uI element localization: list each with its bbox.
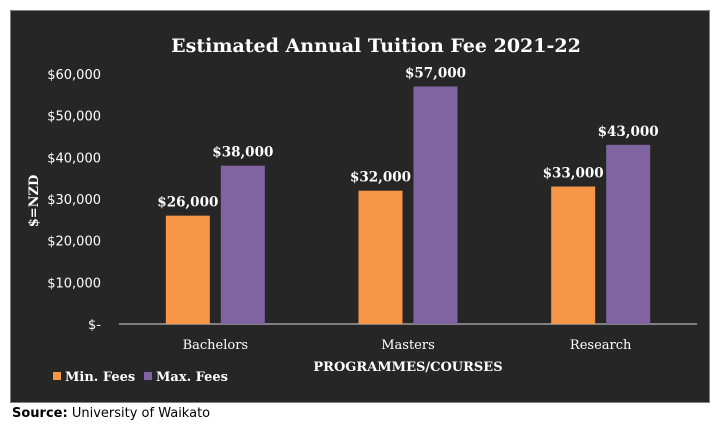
y-tick-label: $10,000 xyxy=(47,276,101,291)
y-tick-label: $- xyxy=(88,318,101,333)
data-label: $32,000 xyxy=(350,170,411,186)
chart-title: Estimated Annual Tuition Fee 2021-22 xyxy=(171,35,581,57)
y-axis-label: $=NZD xyxy=(27,175,42,228)
chart-panel: Estimated Annual Tuition Fee 2021-22 $=N… xyxy=(10,10,710,403)
bar-min-masters xyxy=(358,190,403,324)
y-tick-label: $50,000 xyxy=(47,110,101,125)
data-labels: $26,000 $38,000 $32,000 $57,000 $33,000 $43,0… xyxy=(157,66,658,211)
category-label: Research xyxy=(570,338,632,353)
y-tick-label: $20,000 xyxy=(47,235,101,250)
category-labels: Bachelors Masters Research xyxy=(183,338,632,353)
bar-min-research xyxy=(551,186,596,324)
bar-min-bachelors xyxy=(165,215,210,324)
bars xyxy=(165,86,651,324)
source-label: Source: xyxy=(12,406,68,421)
source-text: University of Waikato xyxy=(71,406,211,421)
y-tick-label: $60,000 xyxy=(47,68,101,83)
data-label: $33,000 xyxy=(543,166,604,182)
legend-swatch-min xyxy=(53,372,61,380)
source-note: Source: University of Waikato xyxy=(12,406,210,421)
y-tick-label: $40,000 xyxy=(47,151,101,166)
bar-max-research xyxy=(606,144,651,324)
legend-label: Max. Fees xyxy=(156,370,228,385)
category-label: Bachelors xyxy=(183,338,249,353)
bar-max-masters xyxy=(413,86,458,324)
bar-max-bachelors xyxy=(220,165,265,324)
data-label: $57,000 xyxy=(405,66,466,82)
x-axis-label: PROGRAMMES/COURSES xyxy=(313,360,502,375)
data-label: $43,000 xyxy=(598,124,659,140)
data-label: $26,000 xyxy=(157,195,218,211)
legend: Min. Fees Max. Fees xyxy=(53,370,228,385)
data-label: $38,000 xyxy=(212,145,273,161)
y-tick-label: $30,000 xyxy=(47,193,101,208)
category-label: Masters xyxy=(381,338,435,353)
legend-label: Min. Fees xyxy=(65,370,135,385)
legend-swatch-max xyxy=(144,372,152,380)
bar-chart: Estimated Annual Tuition Fee 2021-22 $=N… xyxy=(27,35,697,385)
y-tick-labels: $- $10,000 $20,000 $30,000 $40,000 $50,000 $60… xyxy=(47,68,101,333)
